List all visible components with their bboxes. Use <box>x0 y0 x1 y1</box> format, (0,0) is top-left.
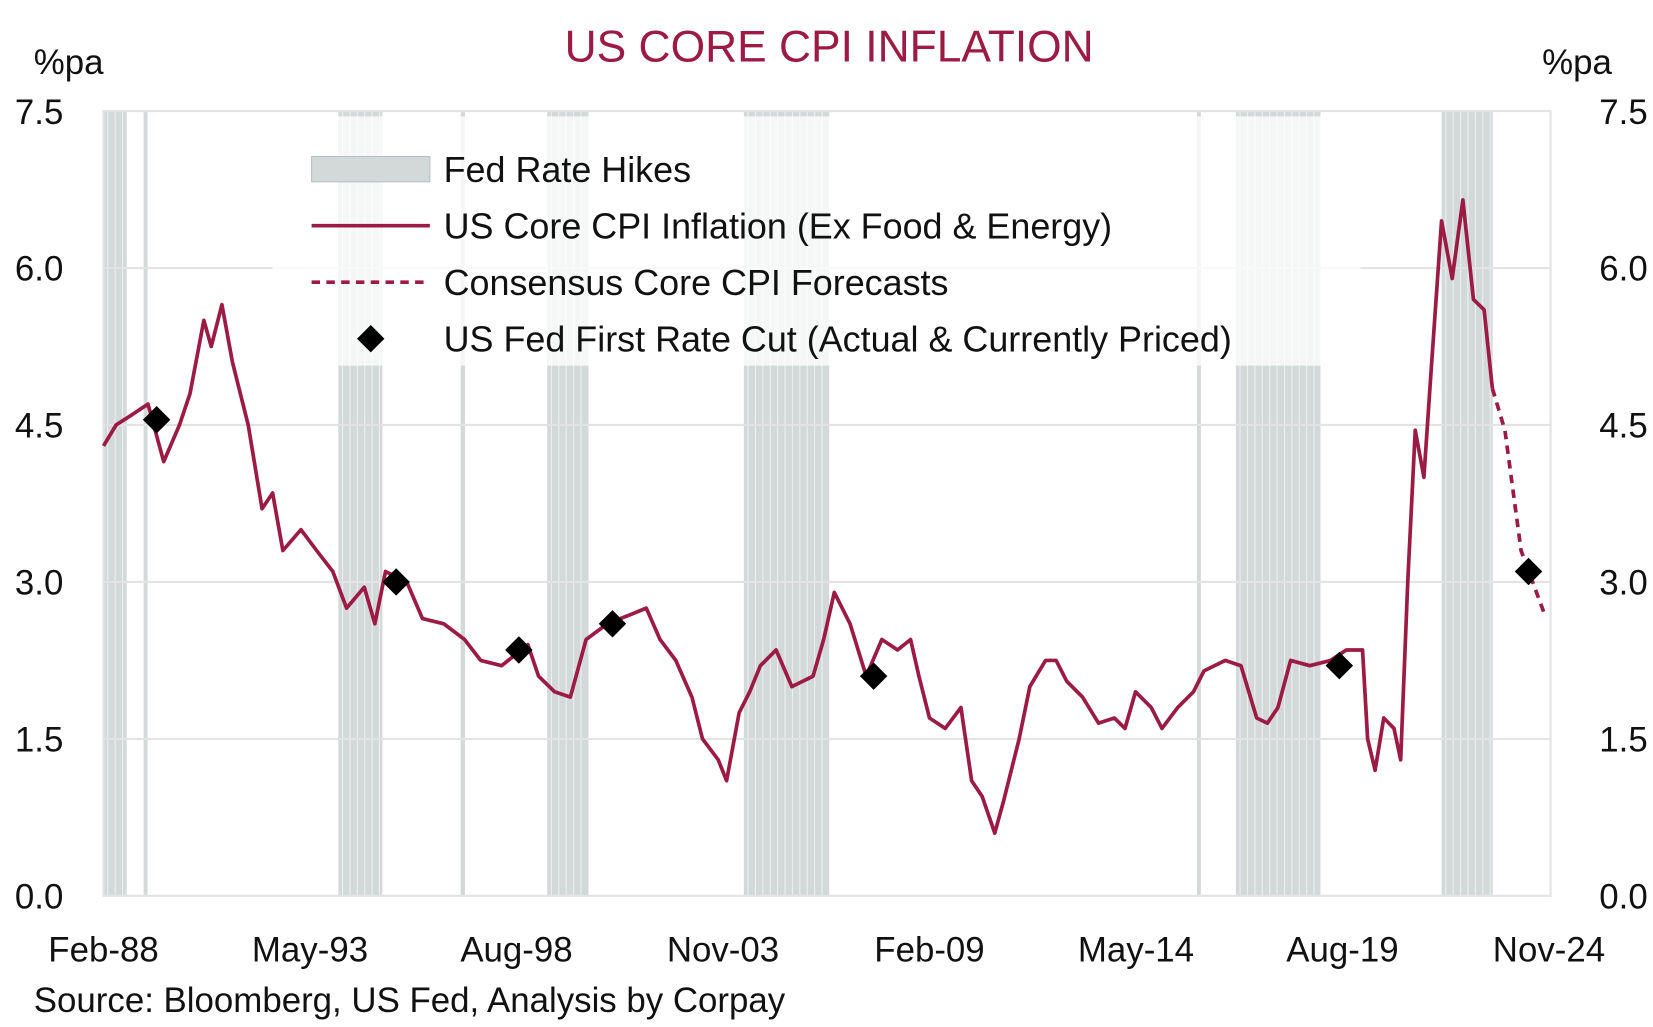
y-tick-label-right: 4.5 <box>1599 407 1647 446</box>
x-tick-label: Nov-24 <box>1493 930 1605 969</box>
x-tick-label: May-14 <box>1078 930 1194 969</box>
rate-cut-marker <box>382 568 410 596</box>
y-tick-label-left: 6.0 <box>15 250 63 289</box>
plot-border <box>102 110 1552 897</box>
x-tick-label: Feb-88 <box>48 930 158 969</box>
rate-cut-marker <box>1325 651 1354 680</box>
legend-label: US Fed First Rate Cut (Actual & Currentl… <box>444 318 1232 359</box>
forecast-line <box>1490 387 1546 614</box>
legend-band-swatch <box>311 155 431 183</box>
y-tick-label-right: 7.5 <box>1599 93 1647 132</box>
chart-title: US CORE CPI INFLATION <box>565 22 1094 71</box>
legend-label: Consensus Core CPI Forecasts <box>444 262 949 303</box>
legend-label: Fed Rate Hikes <box>444 149 691 190</box>
x-tick-label: May-93 <box>252 930 368 969</box>
y-tick-label-left: 7.5 <box>15 93 63 132</box>
y-tick-label-right: 3.0 <box>1599 564 1647 603</box>
rate-cut-marker <box>142 406 171 434</box>
fed-hike-band <box>460 111 465 896</box>
fed-hike-band <box>143 111 148 896</box>
y-tick-label-left: 1.5 <box>15 721 63 760</box>
x-tick-label: Feb-09 <box>874 930 984 969</box>
rate-cut-marker <box>1514 557 1543 586</box>
rate-cut-marker <box>598 610 627 638</box>
y-tick-label-right: 0.0 <box>1599 878 1647 917</box>
y-axis-label-left: %pa <box>34 43 104 82</box>
y-tick-label-right: 6.0 <box>1599 250 1647 289</box>
x-tick-label: Aug-19 <box>1286 930 1398 969</box>
y-tick-label-left: 4.5 <box>15 407 63 446</box>
y-tick-label-left: 0.0 <box>15 878 63 917</box>
legend-background <box>272 116 1361 366</box>
y-tick-label-left: 3.0 <box>15 564 63 603</box>
y-tick-label-right: 1.5 <box>1599 721 1647 760</box>
x-tick-label: Aug-98 <box>460 930 572 969</box>
x-tick-label: Nov-03 <box>667 930 779 969</box>
y-axis-label-right: %pa <box>1542 43 1612 82</box>
source-note: Source: Bloomberg, US Fed, Analysis by C… <box>34 981 786 1020</box>
fed-hike-band <box>1196 111 1201 896</box>
legend-label: US Core CPI Inflation (Ex Food & Energy) <box>444 205 1113 246</box>
